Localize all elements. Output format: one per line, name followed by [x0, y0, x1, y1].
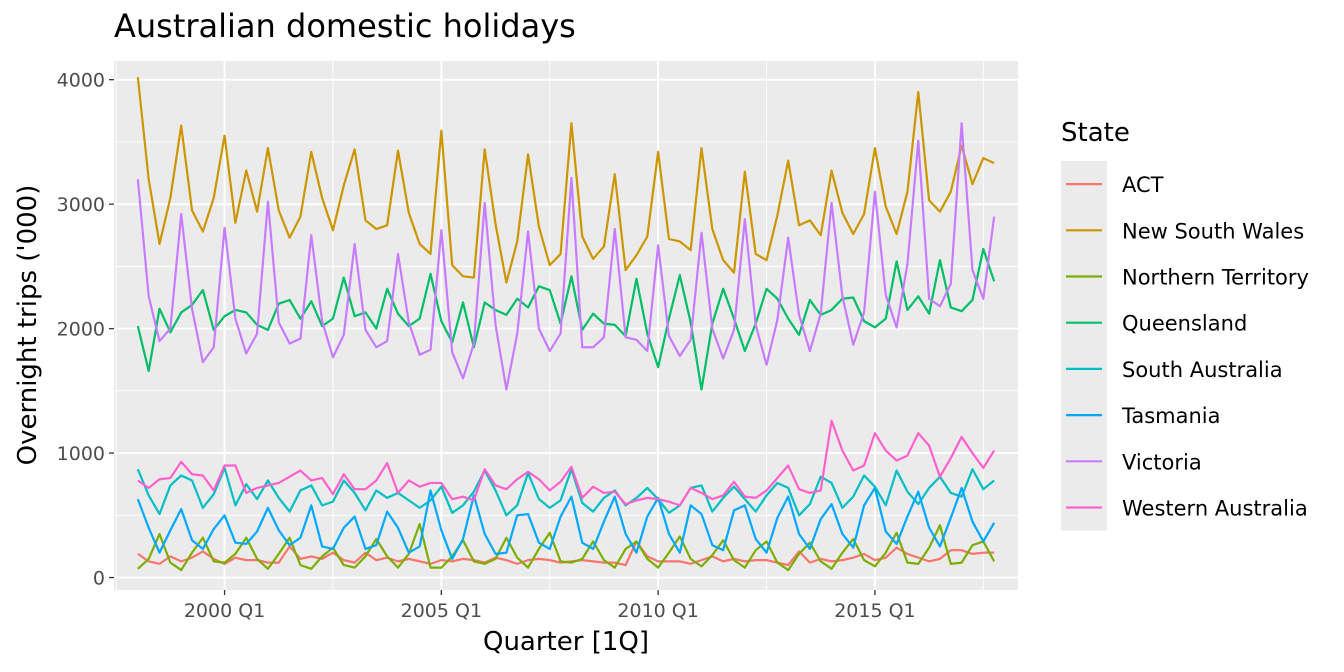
legend-label: New South Wales: [1122, 219, 1304, 243]
major-gridlines: [114, 61, 1018, 590]
legend-label: Tasmania: [1121, 404, 1221, 428]
x-tick-label: 2010 Q1: [617, 600, 698, 622]
x-axis-title: Quarter [1Q]: [483, 627, 649, 657]
chart-title: Australian domestic holidays: [114, 7, 576, 45]
series-line-new-south-wales: [136, 77, 995, 284]
y-tick-label: 2000: [57, 319, 105, 341]
legend-label: South Australia: [1122, 358, 1283, 382]
series-line-victoria: [136, 122, 996, 391]
series-line-queensland: [136, 247, 996, 391]
legend-label: Northern Territory: [1122, 266, 1309, 290]
y-tick-label: 1000: [57, 443, 105, 465]
legend-label: ACT: [1122, 173, 1164, 197]
legend-label: Western Australia: [1122, 497, 1308, 521]
legend-key-background: [1061, 161, 1107, 531]
y-tick-label: 3000: [57, 194, 105, 216]
y-tick-label: 0: [93, 568, 105, 590]
plot-panel: [114, 61, 1018, 590]
series-lines: [136, 77, 996, 572]
legend-title: State: [1061, 118, 1130, 148]
series-line-northern-territory: [137, 522, 996, 572]
series-line-western-australia: [137, 419, 996, 507]
legend-label: Victoria: [1122, 450, 1202, 474]
legend: ACT New South Wales Northern Territory Quee…: [1061, 161, 1309, 531]
series-line-tasmania: [136, 486, 996, 560]
y-tick-label: 4000: [57, 70, 105, 92]
legend-label: Queensland: [1122, 312, 1247, 336]
x-tick-label: 2015 Q1: [834, 600, 915, 622]
series-line-south-australia: [136, 466, 995, 517]
x-tick-label: 2000 Q1: [184, 600, 265, 622]
x-axis: 2000 Q1 2005 Q1 2010 Q1 2015 Q1: [184, 590, 916, 622]
y-axis-title: Overnight trips ('000): [13, 185, 43, 466]
x-tick-label: 2005 Q1: [401, 600, 482, 622]
y-axis: 0 1000 2000 3000 4000: [57, 70, 114, 590]
